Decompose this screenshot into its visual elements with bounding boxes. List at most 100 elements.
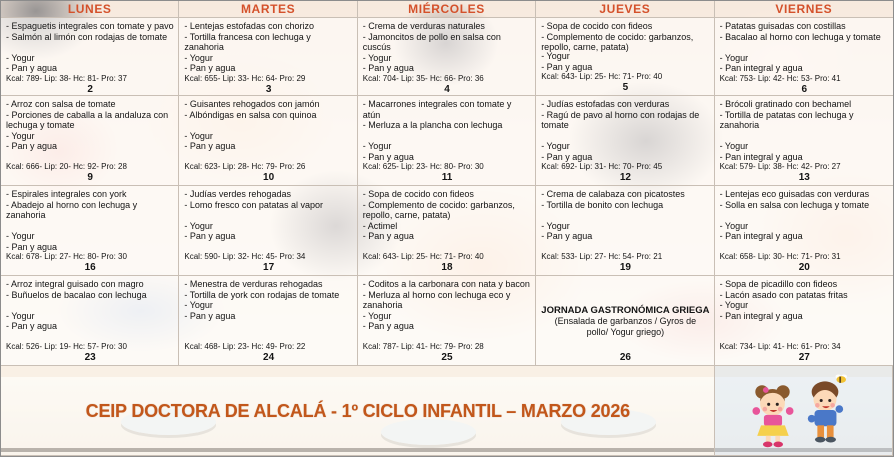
menu-item-line: - Pan y agua [362,231,414,241]
special-event-title: JORNADA GASTRONÓMICA GRIEGA [541,305,710,316]
menu-item-line: - Yogur [362,52,392,63]
menu-cell-day-17: - Judías verdes rehogadas - Lomo fresco c… [179,186,358,276]
menu-item-line: - Crema de calabaza con picatostes [541,189,685,199]
menu-item-line: - Pan integral y agua [719,231,803,241]
nutrition-info: Kcal: 789- Lip: 38- Hc: 81- Pro: 37 [6,73,127,83]
menu-cell-day-23: - Arroz integral guisado con magro - Buñu… [1,276,180,366]
menu-item-line: - Pan y agua [6,321,58,331]
cell-bottom: Kcal: 579- Lip: 38- Hc: 42- Pro: 27 13 [720,162,889,183]
menu-item-line: - Espirales integrales con york [6,189,127,199]
cell-bottom: Kcal: 789- Lip: 38- Hc: 81- Pro: 37 2 [6,74,174,95]
menu-cell-day-18: - Sopa de cocido con fideos - Complemento… [357,186,537,276]
day-number: 19 [619,262,631,273]
menu-item-line: - Sopa de cocido con fideos [541,21,653,31]
cell-bottom: Kcal: 623- Lip: 28- Hc: 79- Pro: 26 10 [184,162,352,183]
menu-item-line: - Abadejo al horno con lechuga y zanahor… [6,199,138,221]
menu-item-line: - Pan y agua [184,231,236,241]
menu-cell-day-12: - Judías estofadas con verduras - Ragú de… [536,96,715,186]
menu-item-line: - Pan integral y agua [719,63,803,73]
menu-item-line [720,210,889,221]
menu-item-line: - Yogur [184,52,213,63]
nutrition-info: Kcal: 753- Lip: 42- Hc: 53- Pro: 41 [719,73,841,83]
menu-item-line: - Yogur [719,141,749,151]
menu-item-line: - Yogur [362,141,392,151]
girl-illustration [752,385,794,448]
menu-item-line: - Yogur [541,51,570,61]
day-header-3: MIÉRCOLES [357,1,537,18]
nutrition-info: Kcal: 623- Lip: 28- Hc: 79- Pro: 26 [184,162,306,171]
menu-item-line: - Yogur [719,220,749,231]
menu-item-line [720,42,889,53]
menu-cell-day-27: - Sopa de picadillo con fideos - Lacón as… [714,276,893,366]
day-number: 23 [84,352,96,363]
nutrition-info: Kcal: 655- Lip: 33- Hc: 64- Pro: 29 [184,73,306,83]
plate-illustration [561,409,656,435]
menu-item-line: - Tortilla de patatas con lechuga y zana… [719,109,854,131]
cell-bottom: Kcal: 704- Lip: 35- Hc: 66- Pro: 36 4 [363,74,531,95]
menu-cell-day-6: - Patatas guisadas con costillas - Bacala… [714,18,893,96]
menu-item-line: - Jamoncitos de pollo en salsa con cuscú… [362,31,501,53]
menu-item-line: - Complemento de cocido: garbanzos, repo… [541,31,694,53]
calendar-title: CEIP DOCTORA DE ALCALÁ - 1º CICLO INFANT… [85,400,631,421]
day-number: 25 [441,352,453,363]
menu-cell-day-4: - Crema de verduras naturales - Jamoncito… [357,18,537,96]
menu-item-line: - Patatas guisadas con costillas [719,21,846,31]
menu-item-line: - Crema de verduras naturales [362,21,485,31]
menu-item-line [363,131,531,142]
cell-bottom: Kcal: 590- Lip: 32- Hc: 45- Pro: 34 17 [184,252,352,273]
menu-cell-day-16: - Espirales integrales con york - Abadejo… [1,186,180,276]
menu-item-line: - Albóndigas en salsa con quinoa [184,109,317,120]
cell-bottom: Kcal: 468- Lip: 23- Hc: 49- Pro: 22 24 [184,342,352,363]
cell-bottom: 26 [620,351,631,363]
cell-bottom: Kcal: 655- Lip: 33- Hc: 64- Pro: 29 3 [184,74,352,95]
menu-item-line: - Yogur [541,141,570,151]
menu-cell-day-10: - Guisantes rehogados con jamón - Albóndi… [179,96,358,186]
day-number: 26 [619,352,631,363]
cell-bottom: Kcal: 753- Lip: 42- Hc: 53- Pro: 41 6 [720,74,889,95]
menu-item-line: - Arroz con salsa de tomate [6,99,116,109]
nutrition-info: Kcal: 590- Lip: 32- Hc: 45- Pro: 34 [184,252,306,261]
menu-item-line: - Macarrones integrales con tomate y atú… [362,99,512,120]
day-number: 11 [441,172,453,183]
menu-cell-day-11: - Macarrones integrales con tomate y atú… [357,96,537,186]
menu-item-line: - Lentejas eco guisadas con verduras [719,189,870,199]
nutrition-info: Kcal: 643- Lip: 25- Hc: 71- Pro: 40 [362,252,484,261]
menu-item-line: - Yogur [6,52,35,63]
day-header-5: VIERNES [714,1,893,18]
children-illustration-cell [714,366,893,456]
nutrition-info: Kcal: 678- Lip: 27- Hc: 80- Pro: 30 [6,252,127,261]
menu-item-line: - Solla en salsa con lechuga y tomate [719,199,870,210]
cell-bottom: Kcal: 533- Lip: 27- Hc: 54- Pro: 21 19 [541,252,709,273]
cell-bottom: Kcal: 625- Lip: 23- Hc: 80- Pro: 30 11 [363,162,531,183]
menu-item-line: - Actimel [362,220,398,231]
day-number: 10 [263,172,275,183]
menu-cell-day-26: JORNADA GASTRONÓMICA GRIEGA (Ensalada de … [536,276,715,366]
menu-item-line [541,131,709,142]
nutrition-info: Kcal: 468- Lip: 23- Hc: 49- Pro: 22 [184,342,306,351]
day-number: 9 [87,172,93,183]
day-number: 13 [798,172,810,183]
menu-item-line: - Arroz integral guisado con magro [6,279,144,289]
cell-bottom: Kcal: 692- Lip: 31- Hc: 70- Pro: 45 12 [541,162,709,183]
menu-item-line: - Yogur [541,220,570,231]
cell-bottom: Kcal: 734- Lip: 41- Hc: 61- Pro: 34 27 [720,342,889,363]
menu-cell-day-2: - Espaguetis integrales con tomate y pav… [1,18,180,96]
plate-illustration [121,409,216,435]
menu-item-line [184,120,352,131]
plate-illustration [381,419,476,445]
menu-item-line: - Yogur [362,310,392,321]
day-number: 5 [622,82,629,93]
menu-item-line: - Espaguetis integrales con tomate y pav… [6,21,174,31]
day-number: 3 [265,83,272,95]
bee-icon [835,374,847,383]
menu-item-line: - Coditos a la carbonara con nata y baco… [362,279,530,289]
menu-item-line: - Lacón asado con patatas fritas [719,289,848,300]
menu-item-line [720,131,889,142]
menu-item-line: - Judías estofadas con verduras [541,99,670,109]
menu-cell-day-20: - Lentejas eco guisadas con verduras - So… [714,186,893,276]
special-event-detail: (Ensalada de garbanzos / Gyros de pollo/… [554,316,697,337]
nutrition-info: Kcal: 533- Lip: 27- Hc: 54- Pro: 21 [541,252,663,261]
table-edge-line [1,448,893,452]
